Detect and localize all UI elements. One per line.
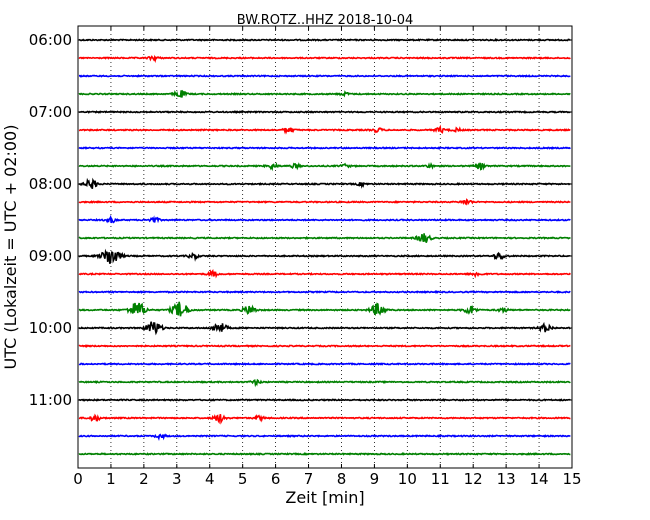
x-tick-label: 5 xyxy=(238,470,248,488)
trace-line-0830 xyxy=(78,214,571,224)
trace-line-1130 xyxy=(78,433,571,442)
trace-line-1145 xyxy=(78,452,571,456)
axis-layer: 0 1 2 3 4 5 6 7 8 9 10 11 12 13 14 1506:0007:0008:0009:… xyxy=(29,26,582,488)
x-tick-label: 6 xyxy=(271,470,281,488)
x-tick-label: 14 xyxy=(530,470,549,488)
x-tick-label: 12 xyxy=(464,470,483,488)
x-tick-label: 7 xyxy=(304,470,314,488)
x-tick-label: 2 xyxy=(139,470,149,488)
x-axis-label: Zeit [min] xyxy=(285,488,364,507)
trace-line-1000 xyxy=(78,321,571,336)
x-tick-label: 8 xyxy=(337,470,347,488)
trace-line-1015 xyxy=(78,344,571,348)
trace-line-0645 xyxy=(78,89,571,98)
x-tick-label: 3 xyxy=(172,470,182,488)
x-tick-label: 11 xyxy=(431,470,450,488)
trace-line-0845 xyxy=(78,233,571,243)
y-tick-label: 09:00 xyxy=(29,247,72,265)
y-tick-label: 06:00 xyxy=(29,31,72,49)
trace-line-0630 xyxy=(78,74,571,78)
y-tick-label: 11:00 xyxy=(29,391,72,409)
trace-line-1115 xyxy=(78,413,571,425)
y-tick-label: 08:00 xyxy=(29,175,72,193)
x-tick-label: 0 xyxy=(73,470,83,488)
y-tick-label: 10:00 xyxy=(29,319,72,337)
trace-line-0600 xyxy=(78,38,571,42)
trace-line-0915 xyxy=(78,269,572,279)
trace-line-1030 xyxy=(78,362,571,366)
x-tick-label: 1 xyxy=(106,470,116,488)
trace-line-0815 xyxy=(78,198,571,206)
x-tick-label: 4 xyxy=(205,470,215,488)
trace-line-0715 xyxy=(78,124,571,135)
trace-line-0745 xyxy=(78,161,571,172)
chart-title: BW.ROTZ..HHZ 2018-10-04 xyxy=(237,13,413,28)
x-tick-label: 9 xyxy=(370,470,380,488)
trace-layer xyxy=(78,38,572,456)
trace-line-0730 xyxy=(78,146,571,150)
x-tick-label: 10 xyxy=(398,470,417,488)
trace-line-0615 xyxy=(78,54,571,64)
y-axis-label: UTC (Lokalzeit = UTC + 02:00) xyxy=(1,125,20,370)
x-tick-label: 15 xyxy=(562,470,581,488)
trace-line-0930 xyxy=(78,290,571,295)
trace-line-0945 xyxy=(78,301,571,317)
trace-line-0900 xyxy=(78,248,571,265)
trace-line-0700 xyxy=(79,110,571,114)
trace-line-0800 xyxy=(78,177,571,189)
trace-line-1045 xyxy=(78,378,571,388)
x-tick-label: 13 xyxy=(497,470,516,488)
trace-line-1100 xyxy=(78,398,571,402)
grid-layer xyxy=(110,26,540,468)
plot-frame xyxy=(77,25,573,469)
y-tick-label: 07:00 xyxy=(29,103,72,121)
